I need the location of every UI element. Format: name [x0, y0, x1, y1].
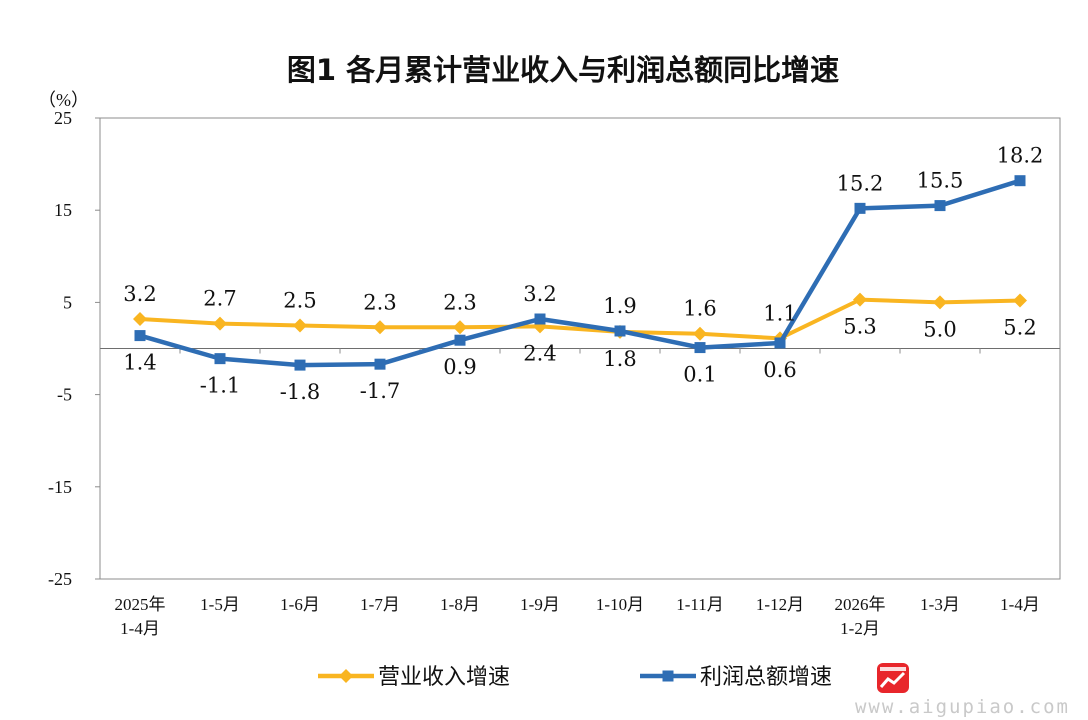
profit-point [854, 202, 866, 214]
profit-point [294, 359, 306, 371]
legend-label: 营业收入增速 [378, 665, 510, 690]
x-tick-label: 2026年 1-2月 [835, 595, 886, 638]
x-tick-label-line: 1-9月 [520, 595, 560, 614]
watermark-text: www.aigupiao.com [854, 696, 1070, 718]
x-tick-label-line: 1-10月 [596, 595, 644, 614]
revenue-data-label: 2.3 [443, 290, 476, 314]
x-tick-label: 2025年 1-4月 [115, 595, 166, 638]
chart-title: 图1 各月累计营业收入与利润总额同比增速 [287, 53, 839, 87]
x-tick-label-line: 1-2月 [840, 619, 880, 638]
profit-data-label: 0.9 [443, 355, 476, 379]
legend-item-revenue: 营业收入增速 [318, 665, 510, 690]
x-tick-label: 1-5月 [200, 595, 240, 614]
legend-swatch-marker [662, 670, 674, 682]
revenue-data-label: 2.7 [203, 287, 236, 311]
profit-data-label: 15.2 [837, 171, 884, 195]
x-tick-label: 1-6月 [280, 595, 320, 614]
profit-data-label: 1.4 [123, 351, 156, 375]
x-tick-label: 1-10月 [596, 595, 644, 614]
y-tick-label: -25 [48, 569, 72, 589]
x-tick-label-line: 1-11月 [676, 595, 724, 614]
revenue-data-label: 2.4 [523, 341, 556, 365]
profit-point [134, 330, 146, 342]
legend-swatch-marker [339, 669, 353, 683]
x-tick-label-line: 1-12月 [756, 595, 804, 614]
revenue-point [693, 326, 707, 341]
legend-label: 利润总额增速 [700, 665, 832, 690]
revenue-data-label: 5.2 [1003, 316, 1036, 340]
profit-point [614, 325, 626, 337]
x-tick-label-line: 1-4月 [120, 619, 160, 638]
revenue-data-label: 3.2 [123, 282, 156, 306]
y-tick-label: 5 [63, 292, 72, 312]
x-tick-label-line: 1-3月 [920, 595, 960, 614]
x-tick-label-line: 2025年 [115, 595, 166, 614]
y-axis-unit: （%） [38, 90, 89, 110]
profit-data-label: 18.2 [997, 144, 1044, 168]
data-labels: 3.2 1.4 2.7 -1.1 2.5 -1.8 2.3 -1.7 2.3 0.9 3.2 2.4 1… [123, 144, 1043, 404]
revenue-point [853, 292, 867, 307]
revenue-data-label: 1.1 [763, 301, 796, 325]
profit-point [214, 353, 226, 365]
profit-data-label: 0.6 [763, 358, 796, 382]
profit-point [454, 334, 466, 346]
x-tick-label: 1-9月 [520, 595, 560, 614]
stock-chart-logo-icon [877, 663, 909, 693]
profit-point [374, 358, 386, 370]
series-layer [133, 175, 1027, 371]
series-line-profit [139, 178, 1021, 368]
profit-data-label: 0.1 [683, 363, 716, 387]
revenue-point [373, 320, 387, 335]
profit-point [934, 200, 946, 212]
y-tick-label: -5 [57, 385, 72, 405]
y-tick-label: 15 [54, 200, 72, 220]
profit-point [1014, 175, 1026, 187]
profit-data-label: 1.9 [603, 294, 636, 318]
x-tick-label: 1-7月 [360, 595, 400, 614]
profit-data-label: -1.7 [360, 379, 401, 403]
revenue-point [933, 295, 947, 310]
revenue-data-label: 2.5 [283, 288, 316, 312]
profit-point [534, 313, 546, 325]
profit-point [694, 342, 706, 354]
x-tick-label-line: 1-5月 [200, 595, 240, 614]
x-tick-label-line: 1-4月 [1000, 595, 1040, 614]
revenue-point [213, 316, 227, 331]
x-tick-label-line: 1-7月 [360, 595, 400, 614]
x-tick-label: 1-12月 [756, 595, 804, 614]
axes: 25 15 5 -5 -15 -25 2025年 1-4月 1-5月 1-6月 1-7月 1-8月 1-… [48, 108, 1061, 638]
x-tick-label: 1-8月 [440, 595, 480, 614]
legend-item-profit: 利润总额增速 [640, 665, 832, 690]
revenue-data-label: 2.3 [363, 290, 396, 314]
profit-data-label: 15.5 [917, 169, 964, 193]
series-line-revenue [139, 297, 1021, 341]
x-tick-label: 1-3月 [920, 595, 960, 614]
x-tick-label-line: 1-8月 [440, 595, 480, 614]
revenue-data-label: 5.0 [923, 317, 956, 341]
revenue-data-label: 5.3 [843, 315, 876, 339]
profit-data-label: -1.1 [200, 374, 241, 398]
x-tick-label-line: 2026年 [835, 595, 886, 614]
x-tick-label: 1-4月 [1000, 595, 1040, 614]
x-tick-label-line: 1-6月 [280, 595, 320, 614]
profit-point [774, 337, 786, 349]
profit-data-label: -1.8 [280, 380, 321, 404]
revenue-point [293, 318, 307, 333]
revenue-point [453, 320, 467, 335]
y-tick-label: 25 [54, 108, 72, 128]
profit-data-label: 3.2 [523, 282, 556, 306]
revenue-point [133, 311, 147, 326]
y-tick-label: -15 [48, 477, 72, 497]
revenue-data-label: 1.8 [603, 347, 636, 371]
revenue-data-label: 1.6 [683, 297, 716, 321]
revenue-point [1013, 293, 1027, 308]
legend: 营业收入增速 利润总额增速 [318, 665, 832, 690]
x-tick-label: 1-11月 [676, 595, 724, 614]
